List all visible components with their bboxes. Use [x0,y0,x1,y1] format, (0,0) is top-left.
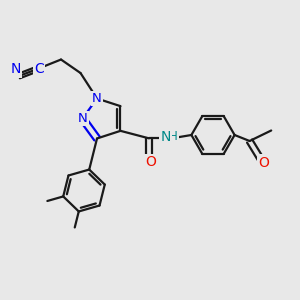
Text: N: N [10,62,21,76]
Text: N: N [78,112,87,125]
Text: N: N [92,92,102,105]
Text: O: O [145,155,156,169]
Text: N: N [160,130,171,144]
Text: O: O [258,156,269,170]
Text: C: C [34,62,44,76]
Text: H: H [169,130,177,143]
